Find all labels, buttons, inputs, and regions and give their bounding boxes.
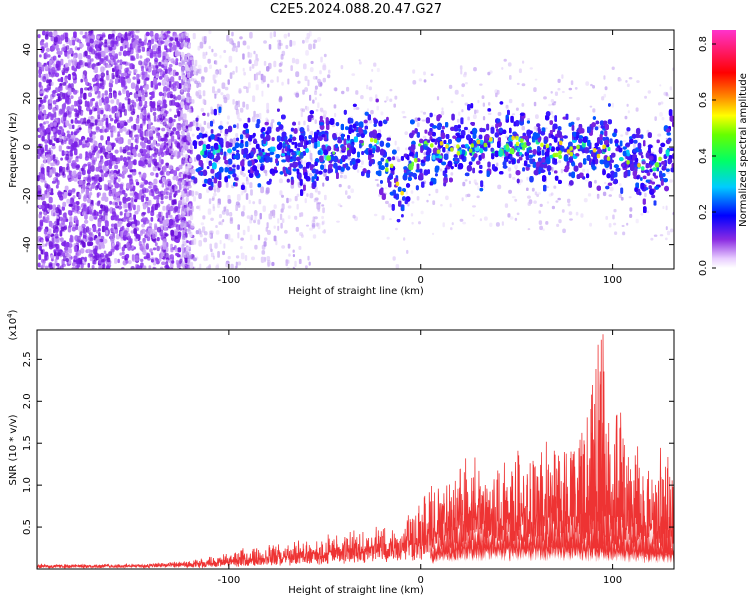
colorbar-label: Normalized spectral amplitude (738, 73, 749, 227)
snr-xtick-label: -100 (218, 575, 241, 586)
colorbar-gradient (712, 30, 736, 268)
snr-series-fill (430, 458, 674, 564)
snr-ytick-label: 1.0 (22, 477, 33, 493)
colorbar-tick-label: 0.2 (698, 204, 709, 220)
snr-ylabel: SNR (10 * v/v) (8, 414, 19, 485)
snr-plot: -100 0 100 0.5 1.0 1.5 2.0 2.5 Height of straig… (6, 309, 675, 596)
snr-ytick-label: 2.0 (22, 393, 33, 409)
spectrogram-frame (36, 29, 675, 270)
colorbar-tick-label: 0.8 (698, 36, 709, 52)
spectrogram-xtick-label: 100 (603, 275, 622, 286)
spectrogram-ytick-label: 20 (22, 92, 33, 105)
snr-xlabel: Height of straight line (km) (288, 585, 424, 596)
snr-frame (36, 329, 675, 570)
snr-ytick-label: 2.5 (22, 351, 33, 367)
colorbar-tick-label: 0.6 (698, 92, 709, 108)
colorbar: 0.0 0.2 0.4 0.6 0.8 Normalized spectral ampl… (698, 30, 749, 276)
spectrogram-xlabel: Height of straight line (km) (288, 286, 424, 297)
spectrogram-xtick-label: -100 (218, 275, 241, 286)
spectrogram-ytick-label: -20 (22, 188, 33, 204)
colorbar-tick-label: 0.0 (698, 260, 709, 276)
snr-multiplier: (x104) (6, 309, 19, 340)
figure-title: C2E5.2024.088.20.47.G27 (270, 2, 442, 17)
snr-xtick-label: 100 (603, 575, 622, 586)
spectrogram-ytick-label: 40 (22, 43, 33, 56)
spectrogram-ylabel: Frequency (Hz) (8, 112, 19, 188)
spectrogram-ytick-label: 0 (22, 144, 33, 150)
snr-ytick-label: 0.5 (22, 519, 33, 535)
spectrogram-xtick-label: 0 (418, 275, 424, 286)
snr-xtick-label: 0 (418, 575, 424, 586)
spectrogram-plot: -100 0 100 -40 -20 0 20 40 Height of straight l… (8, 29, 675, 297)
snr-series-line (37, 334, 674, 569)
snr-ytick-label: 1.5 (22, 435, 33, 451)
colorbar-tick-label: 0.4 (698, 148, 709, 164)
spectrogram-ytick-label: -40 (22, 236, 33, 252)
